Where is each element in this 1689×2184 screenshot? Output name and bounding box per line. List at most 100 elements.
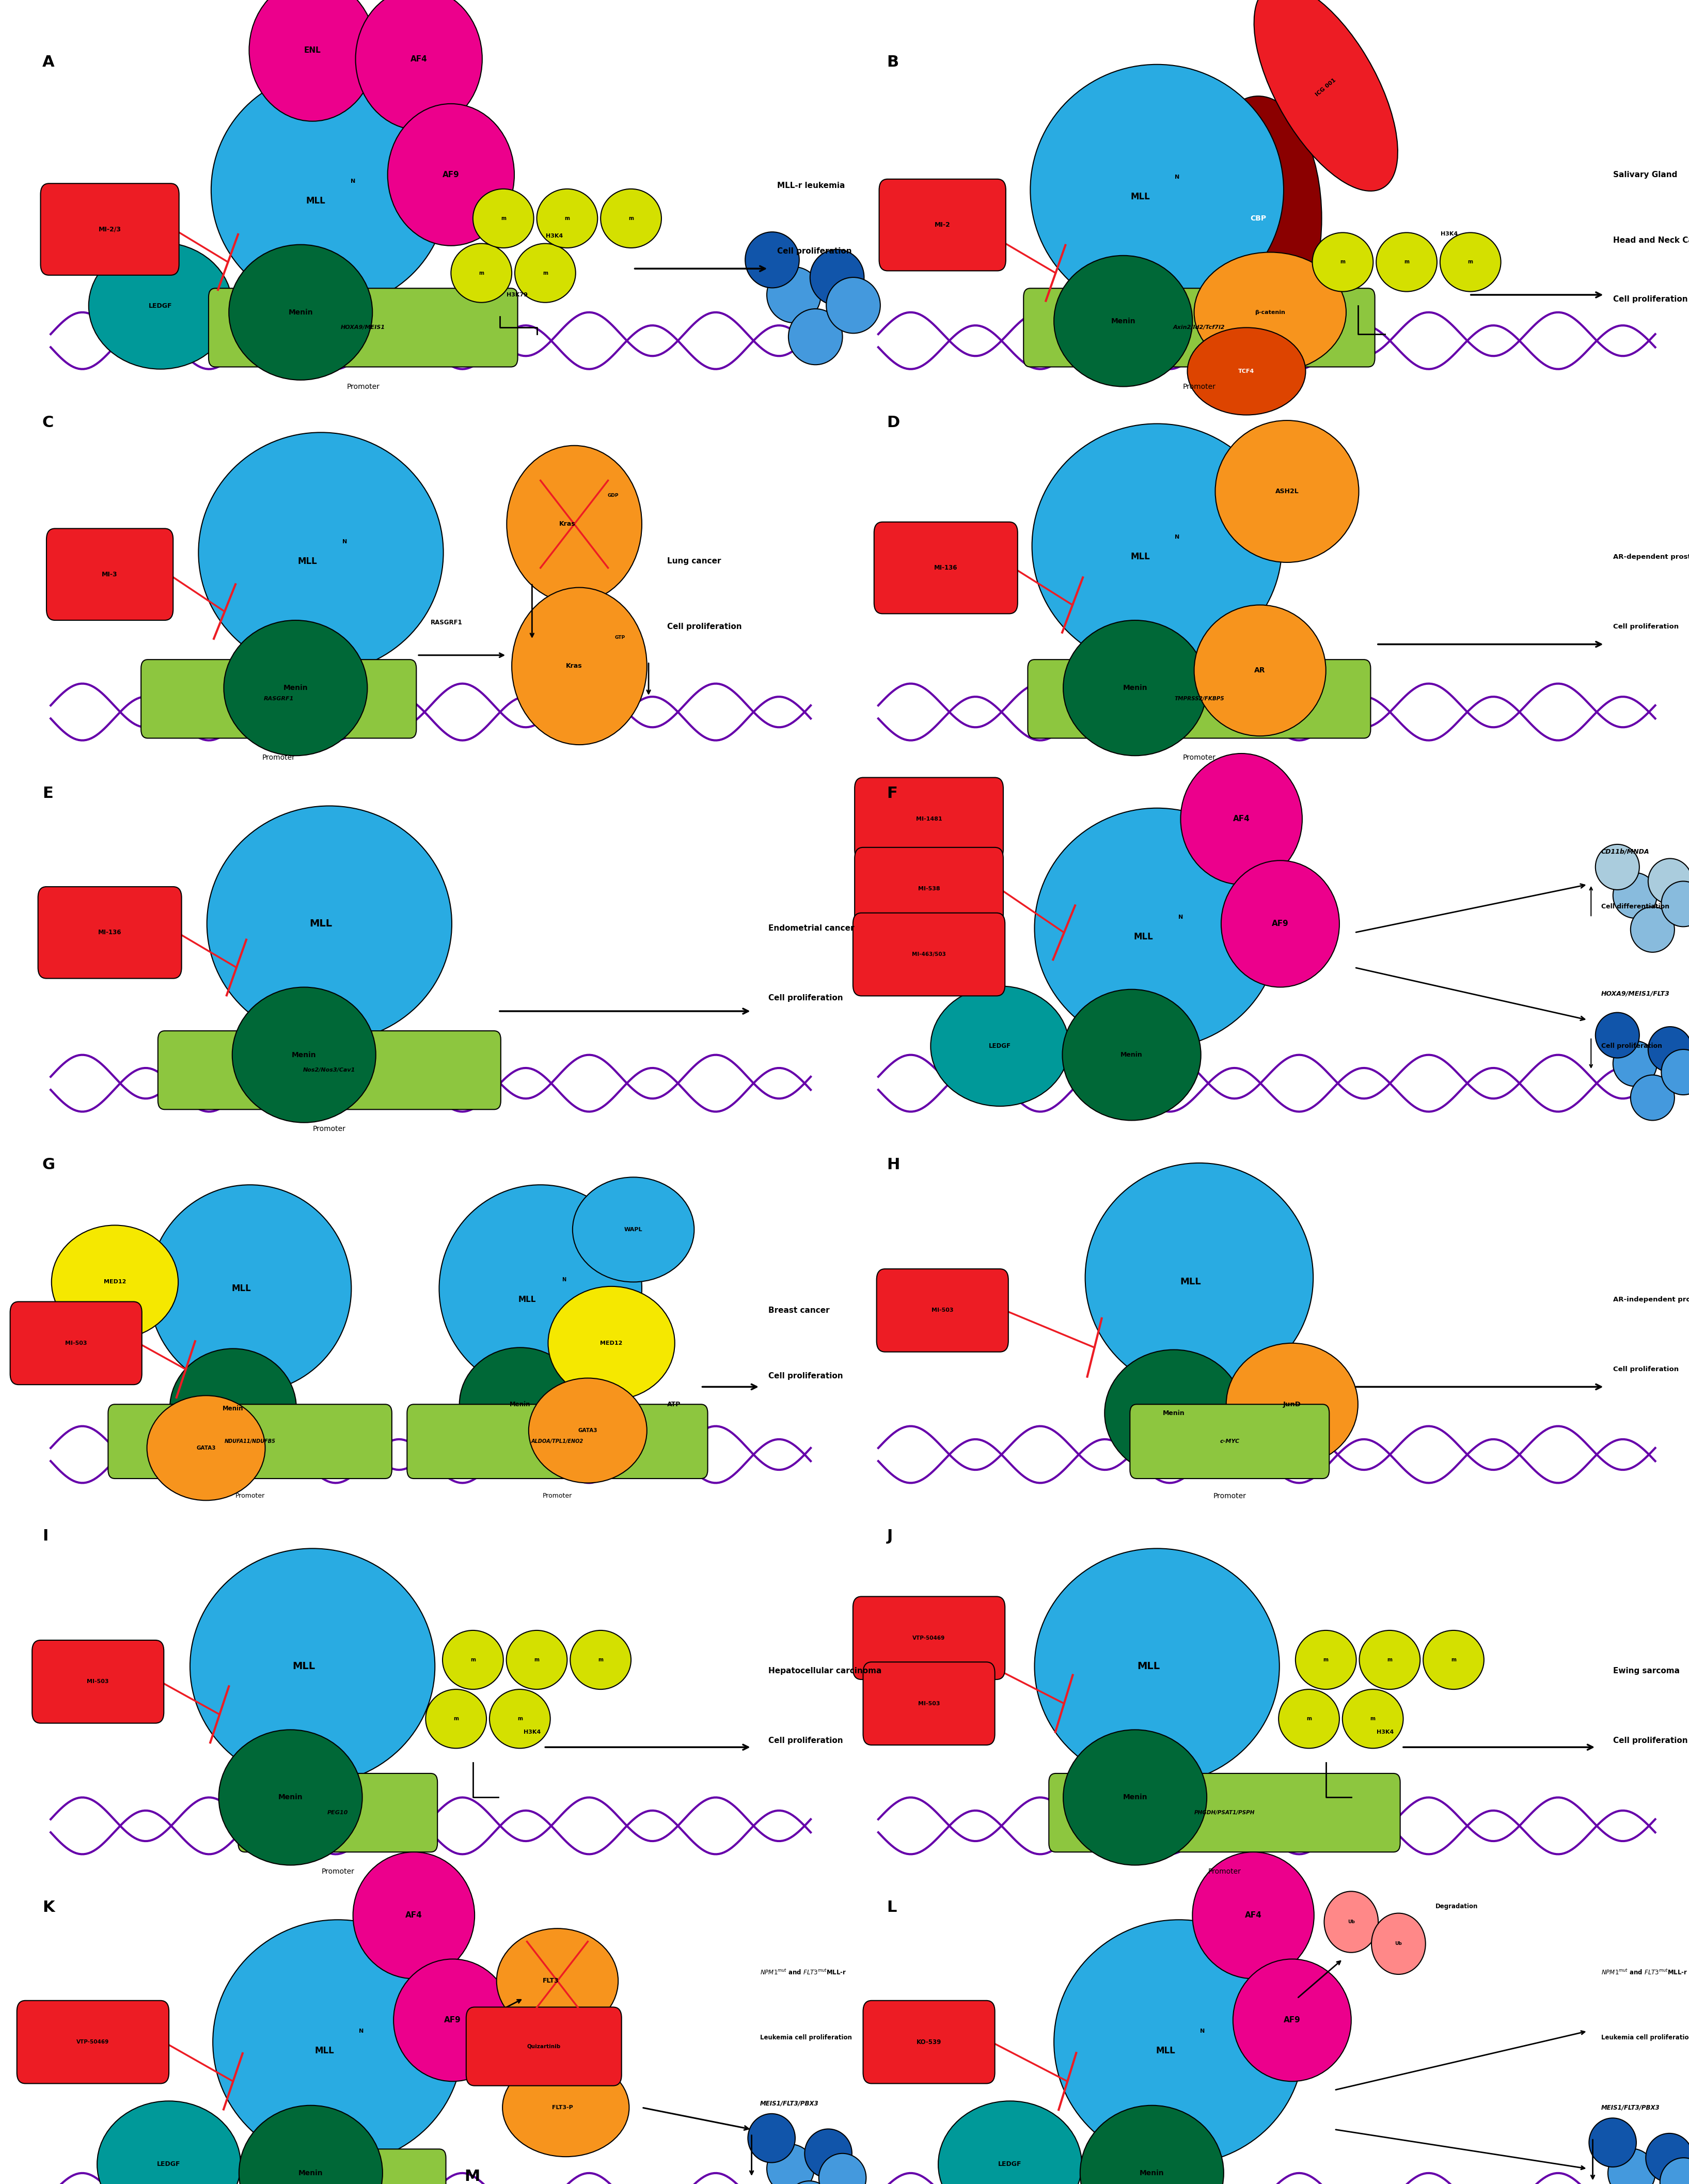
Text: JunD: JunD (1284, 1400, 1301, 1409)
Text: MLL: MLL (1137, 1662, 1160, 1671)
Text: N: N (360, 2029, 363, 2033)
Text: Leukemia cell proliferation: Leukemia cell proliferation (1601, 2033, 1689, 2042)
Ellipse shape (1645, 2134, 1689, 2182)
Text: N: N (1201, 2029, 1204, 2033)
Ellipse shape (1648, 1026, 1689, 1072)
Text: MI-503: MI-503 (88, 1679, 108, 1684)
Text: m: m (628, 216, 633, 221)
Ellipse shape (231, 987, 375, 1123)
Text: MLL: MLL (519, 1295, 535, 1304)
Text: MLL-r leukemia: MLL-r leukemia (777, 181, 844, 190)
Text: A: A (42, 55, 54, 70)
Ellipse shape (223, 620, 368, 756)
Ellipse shape (1630, 906, 1674, 952)
Text: AR-independent prostate cancer: AR-independent prostate cancer (1613, 1295, 1689, 1304)
Text: ATP: ATP (667, 1400, 681, 1409)
FancyBboxPatch shape (159, 1031, 500, 1109)
Text: ICG 001: ICG 001 (1314, 76, 1338, 98)
Ellipse shape (1181, 753, 1302, 885)
Text: MLL: MLL (306, 197, 326, 205)
Text: MEIS1/FLT3/PBX3: MEIS1/FLT3/PBX3 (760, 2099, 819, 2108)
FancyBboxPatch shape (41, 183, 179, 275)
Text: AF4: AF4 (410, 55, 427, 63)
Ellipse shape (1032, 424, 1282, 668)
Ellipse shape (490, 1690, 551, 1749)
Text: VTP-50469: VTP-50469 (76, 2040, 110, 2044)
Text: Menin: Menin (299, 2169, 323, 2177)
Text: I: I (42, 1529, 47, 1544)
Ellipse shape (1589, 2118, 1637, 2167)
Text: H3K4: H3K4 (524, 1730, 540, 1734)
Ellipse shape (785, 2182, 833, 2184)
Text: m: m (542, 271, 547, 275)
Text: ALDOA/TPL1/ENO2: ALDOA/TPL1/ENO2 (532, 1439, 583, 1444)
Text: CD11b/MNDA: CD11b/MNDA (1601, 847, 1650, 856)
Ellipse shape (1054, 256, 1192, 387)
FancyBboxPatch shape (855, 778, 1003, 860)
Text: MLL: MLL (1181, 1278, 1201, 1286)
FancyBboxPatch shape (863, 2001, 995, 2084)
Ellipse shape (1360, 1631, 1420, 1690)
Text: MI-503: MI-503 (932, 1308, 953, 1313)
Text: MEIS1/FLT3/PBX3: MEIS1/FLT3/PBX3 (1601, 2103, 1660, 2112)
Ellipse shape (515, 242, 576, 301)
Ellipse shape (96, 2101, 242, 2184)
Text: Lung cancer: Lung cancer (667, 557, 721, 566)
Text: Promoter: Promoter (1213, 1492, 1246, 1500)
FancyBboxPatch shape (1049, 1773, 1400, 1852)
Text: MLL: MLL (1130, 553, 1150, 561)
Ellipse shape (1613, 1042, 1657, 1085)
Ellipse shape (745, 232, 799, 288)
Text: Menin: Menin (1162, 1409, 1186, 1417)
Text: GATA3: GATA3 (196, 1446, 216, 1450)
Text: Head and Neck Cancer: Head and Neck Cancer (1613, 236, 1689, 245)
Text: ASH2L: ASH2L (1275, 487, 1299, 496)
FancyBboxPatch shape (32, 1640, 164, 1723)
Text: VTP-50469: VTP-50469 (912, 1636, 946, 1640)
Ellipse shape (218, 1730, 361, 1865)
Ellipse shape (1648, 858, 1689, 904)
Ellipse shape (939, 2101, 1081, 2184)
Text: HOXA9/MEIS1/FLT3: HOXA9/MEIS1/FLT3 (1601, 989, 1670, 998)
Text: Menin: Menin (292, 1051, 316, 1059)
Text: GTP: GTP (615, 636, 625, 640)
Text: Menin: Menin (284, 684, 307, 692)
Text: Promoter: Promoter (1182, 753, 1216, 762)
FancyBboxPatch shape (17, 2001, 169, 2084)
Ellipse shape (169, 1350, 297, 1470)
Text: Cell proliferation: Cell proliferation (768, 1736, 843, 1745)
FancyBboxPatch shape (466, 2007, 622, 2086)
Text: PEG10: PEG10 (328, 1811, 348, 1815)
Ellipse shape (1079, 2105, 1223, 2184)
Text: H3K79: H3K79 (507, 293, 529, 297)
Ellipse shape (1371, 1913, 1426, 1974)
Text: Leukemia cell proliferation: Leukemia cell proliferation (760, 2033, 851, 2042)
Text: MI-3: MI-3 (101, 570, 118, 579)
Text: m: m (534, 1658, 539, 1662)
Text: LEDGF: LEDGF (988, 1042, 1012, 1051)
Text: Cell proliferation: Cell proliferation (1613, 622, 1679, 631)
Text: β-catenin: β-catenin (1255, 310, 1285, 314)
Text: m: m (1370, 1717, 1375, 1721)
Ellipse shape (1054, 1920, 1304, 2164)
Ellipse shape (189, 1548, 436, 1784)
Ellipse shape (1295, 1631, 1356, 1690)
Text: RASGRF1: RASGRF1 (431, 618, 463, 627)
Ellipse shape (1187, 328, 1306, 415)
Ellipse shape (507, 1631, 568, 1690)
Ellipse shape (1424, 1631, 1485, 1690)
Text: H3K4: H3K4 (1377, 1730, 1393, 1734)
Text: MI-463/503: MI-463/503 (912, 952, 946, 957)
Text: L: L (887, 1900, 897, 1915)
Text: Axin2/Id2/Tcf7l2: Axin2/Id2/Tcf7l2 (1174, 325, 1225, 330)
Text: Kras: Kras (566, 662, 583, 670)
Text: Cell proliferation: Cell proliferation (1613, 1736, 1687, 1745)
Text: MED12: MED12 (600, 1341, 623, 1345)
Ellipse shape (1253, 0, 1398, 190)
Ellipse shape (388, 103, 515, 245)
Text: m: m (1451, 1658, 1456, 1662)
Ellipse shape (473, 190, 534, 249)
Text: Menin: Menin (223, 1404, 243, 1413)
Text: m: m (1322, 1658, 1329, 1662)
FancyBboxPatch shape (853, 1597, 1005, 1679)
